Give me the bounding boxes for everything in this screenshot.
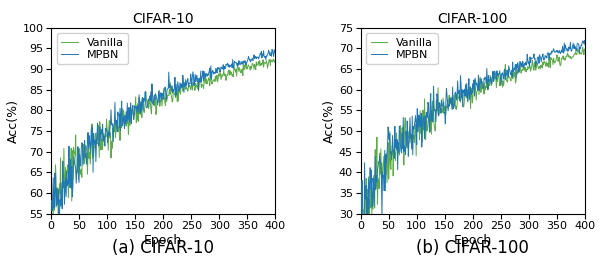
Legend: Vanilla, MPBN: Vanilla, MPBN — [56, 33, 128, 64]
MPBN — [76, 181, 83, 184]
Line: Vanilla: Vanilla — [52, 59, 275, 225]
Vanilla — [431, 126, 438, 129]
MPBN — [358, 224, 365, 227]
Vanilla — [76, 147, 83, 150]
Vanilla — [520, 66, 527, 69]
Legend: Vanilla, MPBN: Vanilla, MPBN — [366, 33, 437, 64]
Vanilla — [269, 58, 277, 61]
Vanilla — [581, 48, 589, 51]
MPBN — [210, 72, 217, 75]
MPBN — [272, 48, 279, 51]
Vanilla — [210, 79, 217, 82]
X-axis label: Epoch: Epoch — [144, 234, 182, 247]
MPBN — [48, 199, 55, 202]
Line: MPBN: MPBN — [52, 50, 275, 225]
Vanilla — [121, 118, 128, 122]
X-axis label: Epoch: Epoch — [454, 234, 492, 247]
MPBN — [211, 72, 218, 75]
Vanilla — [49, 224, 56, 227]
Vanilla — [447, 102, 454, 106]
Vanilla — [211, 80, 218, 83]
MPBN — [520, 64, 527, 67]
MPBN — [521, 62, 528, 65]
Line: Vanilla: Vanilla — [361, 47, 585, 256]
Vanilla — [499, 86, 506, 89]
Line: MPBN: MPBN — [361, 40, 585, 239]
Vanilla — [48, 204, 55, 207]
Vanilla — [358, 208, 365, 211]
Vanilla — [385, 178, 392, 181]
Y-axis label: Acc(%): Acc(%) — [323, 99, 336, 143]
MPBN — [431, 109, 438, 112]
Vanilla — [361, 254, 368, 258]
Vanilla — [190, 81, 197, 84]
MPBN — [268, 48, 275, 51]
Title: CIFAR-10: CIFAR-10 — [133, 12, 194, 26]
MPBN — [499, 71, 506, 74]
MPBN — [359, 237, 367, 240]
MPBN — [581, 39, 588, 42]
MPBN — [121, 114, 128, 117]
MPBN — [137, 100, 145, 103]
Vanilla — [521, 66, 528, 69]
MPBN — [385, 134, 392, 138]
Title: CIFAR-100: CIFAR-100 — [437, 12, 508, 26]
Text: (b) CIFAR-100: (b) CIFAR-100 — [416, 239, 529, 257]
MPBN — [55, 223, 62, 227]
Text: (a) CIFAR-10: (a) CIFAR-10 — [112, 239, 214, 257]
Vanilla — [272, 58, 279, 61]
MPBN — [581, 43, 589, 46]
MPBN — [190, 70, 197, 73]
Y-axis label: Acc(%): Acc(%) — [7, 99, 20, 143]
Vanilla — [137, 113, 145, 116]
MPBN — [447, 101, 454, 104]
Vanilla — [579, 46, 586, 49]
